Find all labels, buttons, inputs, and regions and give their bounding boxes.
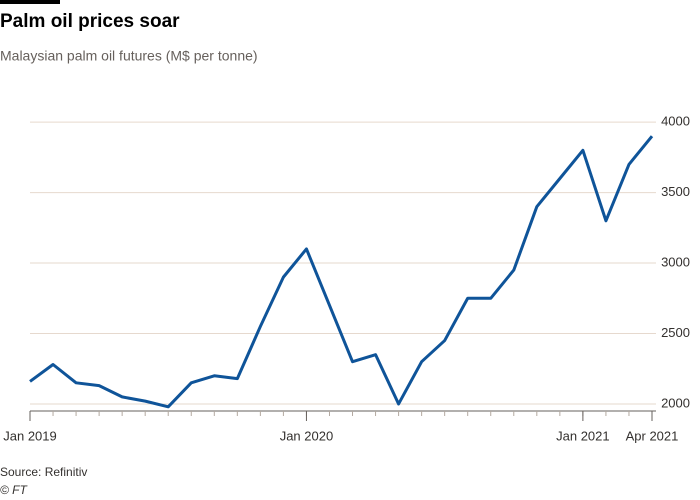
y-tick-label: 2500 <box>661 325 690 340</box>
x-tick-label: Jan 2020 <box>280 428 334 443</box>
price-line <box>29 135 654 409</box>
source: Source: Refinitiv <box>0 465 87 479</box>
y-tick-label: 3000 <box>661 254 690 269</box>
title-bar <box>0 0 60 4</box>
chart-title: Palm oil prices soar <box>0 11 180 32</box>
y-tick-label: 2000 <box>661 395 690 410</box>
x-tick-label: Jan 2021 <box>556 428 610 443</box>
credit: © FT <box>0 483 29 497</box>
y-tick-label: 4000 <box>661 114 690 129</box>
x-tick-label: Apr 2021 <box>626 428 679 443</box>
y-tick-label: 3500 <box>661 184 690 199</box>
x-tick-label: Jan 2019 <box>3 428 57 443</box>
chart-subtitle: Malaysian palm oil futures (M$ per tonne… <box>0 48 258 64</box>
